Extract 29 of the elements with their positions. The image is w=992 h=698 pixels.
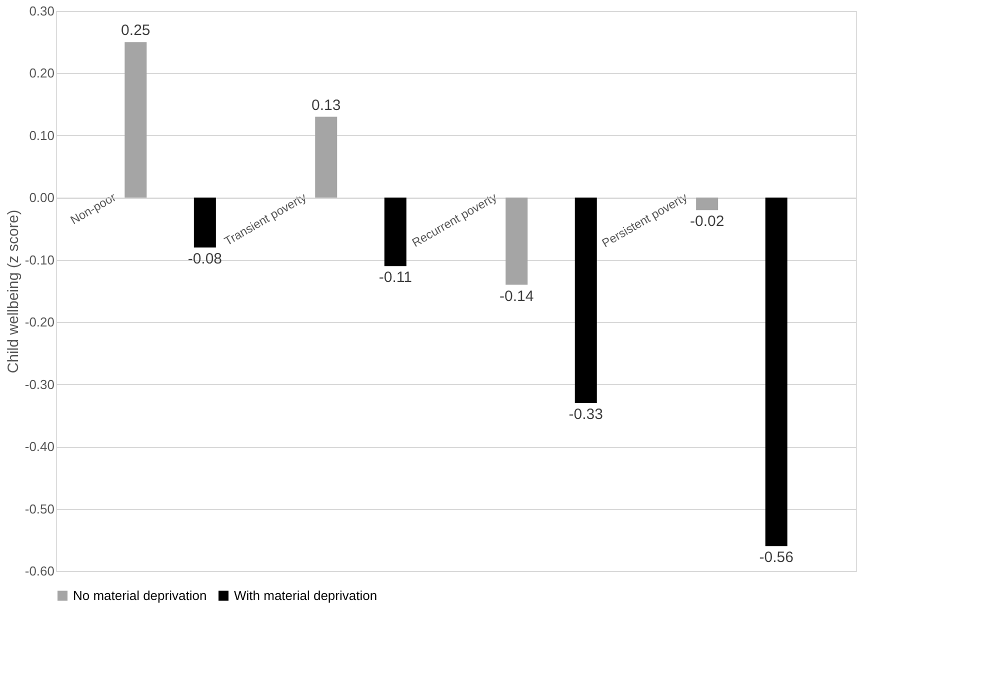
y-tick-label: -0.60 bbox=[24, 564, 54, 578]
data-label: -0.08 bbox=[188, 250, 222, 268]
data-label: -0.02 bbox=[690, 213, 724, 230]
data-label: 0.25 bbox=[121, 22, 150, 40]
y-tick-label: 0.00 bbox=[29, 190, 54, 206]
legend-label: No material deprivation bbox=[73, 588, 207, 603]
data-label: -0.56 bbox=[759, 549, 794, 566]
legend-label: With material deprivation bbox=[234, 588, 378, 603]
data-label: -0.11 bbox=[378, 269, 412, 286]
y-tick-label: -0.20 bbox=[24, 314, 54, 330]
y-tick-label: 0.20 bbox=[29, 66, 54, 81]
bar bbox=[506, 198, 528, 285]
y-tick-label: -0.30 bbox=[24, 376, 54, 392]
y-tick-label: -0.10 bbox=[24, 252, 54, 268]
data-label: 0.13 bbox=[312, 96, 341, 114]
bar bbox=[315, 116, 338, 198]
y-tick-label: -0.50 bbox=[24, 501, 54, 516]
bar bbox=[384, 198, 406, 266]
y-axis-title: Child wellbeing (z score) bbox=[4, 210, 22, 374]
data-label: -0.33 bbox=[568, 406, 603, 423]
bar bbox=[765, 198, 788, 546]
bar bbox=[194, 198, 216, 248]
bar bbox=[574, 198, 597, 403]
y-tick-label: -0.40 bbox=[24, 439, 54, 454]
data-label: -0.14 bbox=[500, 288, 534, 305]
bar bbox=[124, 42, 147, 198]
bar bbox=[696, 198, 718, 210]
y-tick-label: 0.30 bbox=[29, 4, 54, 18]
y-tick-label: 0.10 bbox=[29, 128, 54, 143]
